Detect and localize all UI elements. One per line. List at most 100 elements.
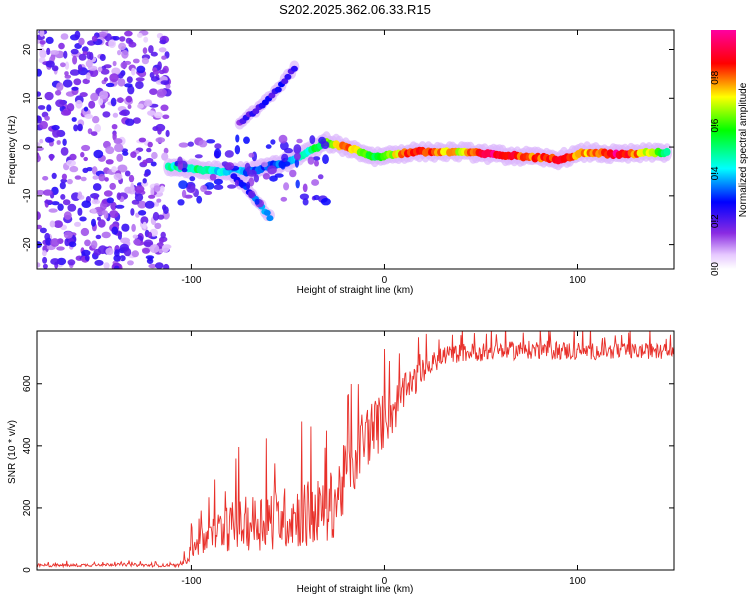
spectral-scatter bbox=[227, 184, 237, 189]
spectral-scatter bbox=[187, 141, 194, 147]
noise-blob bbox=[49, 153, 54, 161]
spectral-scatter bbox=[309, 135, 316, 145]
noise-blob bbox=[74, 175, 82, 180]
noise-blob bbox=[63, 211, 72, 220]
noise-blob bbox=[106, 197, 115, 204]
noise-blob bbox=[157, 127, 162, 135]
noise-blob bbox=[62, 199, 71, 206]
spectral-scatter bbox=[214, 143, 222, 150]
spectral-scatter bbox=[198, 140, 208, 148]
noise-blob bbox=[141, 181, 149, 187]
noise-blob bbox=[37, 262, 41, 268]
noise-blob bbox=[61, 173, 67, 180]
spectral-scatter bbox=[289, 169, 297, 178]
noise-blob bbox=[50, 238, 60, 247]
noise-blob bbox=[71, 117, 77, 122]
colorbar-tick-label: 0.8 bbox=[710, 70, 721, 84]
noise-blob bbox=[134, 193, 144, 202]
noise-blob bbox=[143, 172, 149, 177]
noise-blob bbox=[119, 36, 126, 42]
spectral-scatter bbox=[314, 160, 319, 167]
snr-xtick-label: 100 bbox=[569, 576, 586, 587]
spectral-scatter bbox=[196, 195, 203, 204]
colorbar-ticks: 0.0 0.2 0.4 0.6 0.8 bbox=[710, 70, 721, 276]
noise-blob bbox=[149, 244, 160, 254]
noise-blob bbox=[156, 198, 162, 203]
spectral-scatter bbox=[295, 179, 300, 189]
noise-blob bbox=[147, 256, 153, 262]
spectral-scatter bbox=[274, 173, 284, 178]
spectrogram-xtick-label: -100 bbox=[181, 275, 201, 286]
noise-blob bbox=[77, 207, 83, 216]
spectral-scatter bbox=[280, 141, 289, 151]
noise-blob bbox=[163, 147, 169, 154]
noise-blob bbox=[66, 159, 76, 167]
noise-blob bbox=[66, 178, 73, 185]
noise-blob bbox=[91, 240, 98, 249]
spectral-scatter bbox=[320, 141, 330, 149]
noise-blob bbox=[105, 159, 114, 165]
spectrogram-ytick-label: 0 bbox=[22, 144, 33, 150]
noise-blob bbox=[128, 41, 137, 48]
noise-blob bbox=[117, 164, 128, 173]
snr-xlabel: Height of straight line (km) bbox=[297, 584, 414, 595]
noise-blob bbox=[114, 265, 120, 269]
noise-blob bbox=[44, 91, 54, 101]
noise-blob bbox=[42, 189, 53, 196]
noise-blob bbox=[39, 138, 44, 144]
noise-blob bbox=[97, 245, 108, 255]
spectral-line-mark bbox=[268, 92, 276, 99]
snr-panel: -100 0 100 0 200 400 600 Height of straight li… bbox=[7, 330, 675, 595]
noise-blob bbox=[84, 114, 93, 119]
spectral-scatter bbox=[296, 138, 303, 144]
noise-blob bbox=[63, 231, 73, 239]
spectral-line-mark bbox=[263, 209, 271, 216]
noise-blob bbox=[62, 79, 73, 88]
noise-blob bbox=[42, 176, 49, 181]
noise-blob bbox=[127, 104, 132, 109]
spectral-scatter bbox=[307, 156, 315, 165]
noise-blob bbox=[161, 244, 170, 253]
noise-blob bbox=[42, 256, 48, 264]
noise-blob bbox=[37, 224, 42, 230]
spectrogram-ytick-label: 10 bbox=[22, 92, 33, 104]
spectral-scatter bbox=[247, 190, 256, 199]
noise-blob bbox=[130, 151, 137, 158]
spectral-scatter bbox=[206, 139, 216, 144]
noise-blob bbox=[37, 146, 44, 151]
spectral-scatter bbox=[267, 165, 277, 175]
noise-blob bbox=[59, 181, 66, 190]
noise-blob bbox=[72, 55, 78, 65]
noise-blob bbox=[136, 32, 143, 38]
noise-blob bbox=[103, 190, 113, 197]
noise-blob bbox=[80, 151, 85, 158]
noise-blob bbox=[103, 210, 109, 219]
noise-blob bbox=[159, 39, 167, 45]
spectrogram-xlabel: Height of straight line (km) bbox=[297, 285, 414, 296]
noise-blob bbox=[70, 48, 79, 55]
noise-blob bbox=[138, 137, 147, 143]
noise-blob bbox=[91, 35, 98, 42]
noise-blob bbox=[37, 105, 46, 110]
noise-blob bbox=[84, 239, 91, 247]
snr-frame bbox=[36, 330, 675, 571]
noise-blob bbox=[116, 153, 124, 162]
noise-blob bbox=[112, 112, 119, 118]
noise-blob bbox=[37, 68, 42, 77]
noise-blob bbox=[140, 216, 149, 225]
noise-blob bbox=[131, 67, 136, 76]
noise-blob bbox=[113, 138, 123, 145]
spectral-scatter bbox=[302, 183, 308, 193]
noise-blob bbox=[83, 156, 88, 162]
noise-blob bbox=[58, 42, 65, 50]
noise-blob bbox=[86, 72, 91, 80]
noise-blob bbox=[68, 241, 77, 248]
noise-blob bbox=[113, 173, 123, 181]
noise-blob bbox=[159, 237, 164, 244]
noise-blob bbox=[124, 170, 131, 177]
noise-blob bbox=[92, 183, 102, 191]
noise-blob bbox=[57, 203, 64, 211]
noise-blob bbox=[143, 239, 154, 248]
spectral-line-mark bbox=[290, 65, 298, 72]
colorbar-label: Normalized spectral amplitude bbox=[738, 82, 749, 217]
